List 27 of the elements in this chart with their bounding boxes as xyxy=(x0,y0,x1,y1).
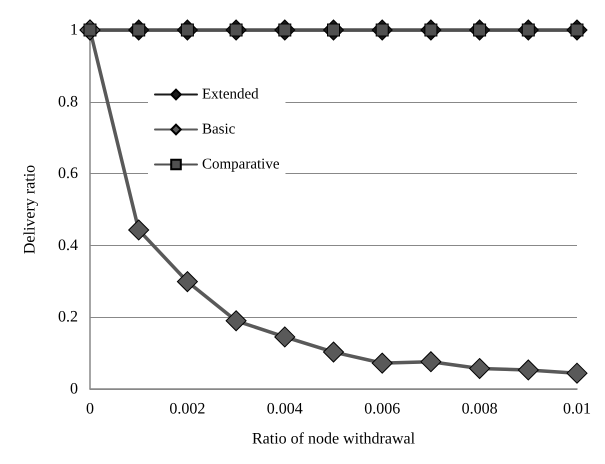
y-tick-label: 0.8 xyxy=(58,93,78,110)
point xyxy=(176,271,198,292)
legend-label: Basic xyxy=(202,122,236,138)
point xyxy=(372,352,393,374)
x-tick-label: 0.004 xyxy=(266,400,303,418)
point xyxy=(566,362,588,384)
point xyxy=(518,359,539,380)
y-tick-label: 0.2 xyxy=(58,308,78,326)
x-tick-label: 0.006 xyxy=(364,400,400,418)
legend-label: Extended xyxy=(202,86,260,102)
point xyxy=(469,358,490,380)
point xyxy=(226,310,247,332)
y-axis-title: Delivery ratio xyxy=(22,164,38,254)
point xyxy=(420,351,442,372)
y-tick-label: 0.6 xyxy=(58,165,78,182)
x-tick-label: 0.01 xyxy=(563,400,591,418)
y-tick-label: 0 xyxy=(70,380,78,398)
point xyxy=(274,326,296,348)
point xyxy=(128,219,150,240)
x-tick-label: 0.008 xyxy=(462,400,498,418)
x-tick-label: 0 xyxy=(86,400,94,418)
y-tick-label: 1 xyxy=(70,22,78,38)
y-tick-label: 0.4 xyxy=(58,236,78,254)
point xyxy=(323,342,344,363)
x-axis-title: Ratio of node withdrawal xyxy=(252,430,416,448)
legend-label: Comparative xyxy=(202,156,280,172)
x-tick-label: 0.002 xyxy=(169,400,206,418)
